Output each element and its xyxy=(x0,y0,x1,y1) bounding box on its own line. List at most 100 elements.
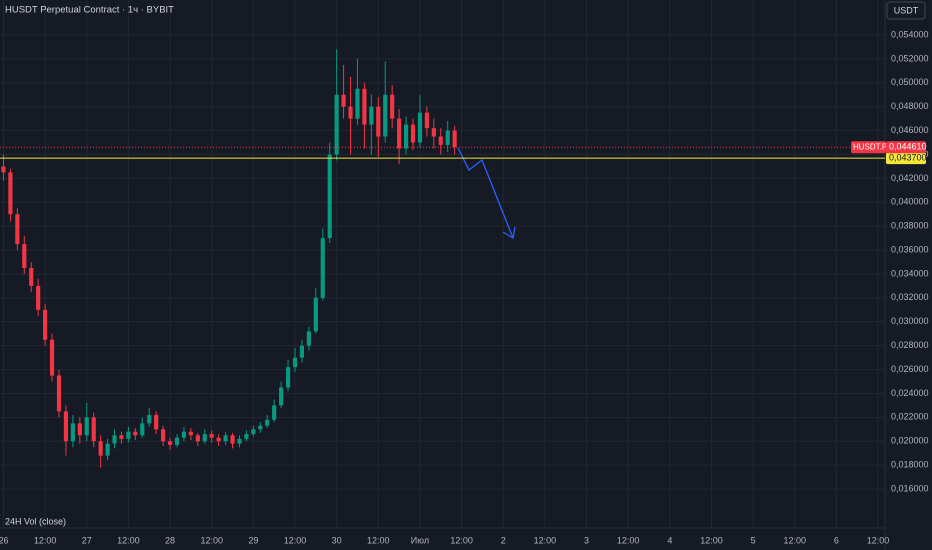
candle-body xyxy=(244,434,249,439)
y-tick-label: 0,026000 xyxy=(891,364,929,374)
candle-body xyxy=(43,309,48,340)
last-price-name: HUSDT.P xyxy=(853,142,887,151)
level-label: 0,043700 xyxy=(889,152,927,162)
candle-body xyxy=(167,441,173,445)
candle-body xyxy=(22,244,27,269)
candle-body xyxy=(174,437,180,445)
y-tick-label: 0,024000 xyxy=(891,388,929,398)
candle-body xyxy=(341,94,346,107)
drawing-arrow xyxy=(457,147,516,240)
candle-body xyxy=(56,375,62,412)
x-tick-label: 12:00 xyxy=(284,535,307,545)
y-tick-label: 0,020000 xyxy=(891,436,929,446)
y-tick-label: 0,036000 xyxy=(891,244,929,254)
candle-body xyxy=(348,106,353,119)
candle-body xyxy=(49,339,55,376)
chart-title: HUSDT Perpetual Contract · 1ч · BYBIT xyxy=(5,5,174,16)
candle-body xyxy=(36,285,41,310)
candle-body xyxy=(320,238,325,298)
x-tick-label: 12:00 xyxy=(783,535,806,545)
candle-body xyxy=(438,136,443,145)
candle-body xyxy=(70,423,75,442)
candle-body xyxy=(223,435,228,442)
candle-body xyxy=(390,94,395,119)
x-tick-label: 30 xyxy=(332,535,342,545)
candle-body xyxy=(258,425,263,430)
x-tick-label: 12:00 xyxy=(117,535,140,545)
candle-body xyxy=(313,297,318,332)
candle-body xyxy=(424,112,429,129)
y-tick-label: 0,046000 xyxy=(891,125,929,135)
x-tick-label: 28 xyxy=(165,535,175,545)
y-tick-label: 0,016000 xyxy=(891,483,929,493)
candle-body xyxy=(403,124,409,149)
candle-body xyxy=(161,429,166,442)
y-tick-label: 0,052000 xyxy=(891,53,929,63)
candle-body xyxy=(445,130,450,145)
candle-body xyxy=(119,435,124,439)
candle-body xyxy=(272,405,277,420)
candle-body xyxy=(279,387,284,406)
x-tick-label: Июл xyxy=(411,535,429,545)
candle-body xyxy=(299,345,305,358)
candle-body xyxy=(237,438,242,444)
y-tick-label: 0,042000 xyxy=(891,173,929,183)
candle-body xyxy=(140,423,145,436)
x-tick-label: 12:00 xyxy=(367,535,390,545)
candle-body xyxy=(195,435,200,442)
y-tick-label: 0,030000 xyxy=(891,316,929,326)
x-tick-label: 4 xyxy=(667,535,672,545)
candle-body xyxy=(181,431,187,438)
candle-body xyxy=(383,94,388,137)
last-price-tag xyxy=(886,141,926,154)
candle-body xyxy=(265,419,270,426)
candle-body xyxy=(285,367,291,388)
candle-body xyxy=(417,112,423,143)
x-tick-label: 12:00 xyxy=(867,535,890,545)
indicator-label: 24H Vol (close) xyxy=(5,516,66,526)
candle-body xyxy=(369,106,374,125)
x-tick-label: 3 xyxy=(584,535,589,545)
candle-body xyxy=(431,128,436,137)
y-tick-label: 0,038000 xyxy=(891,221,929,231)
x-tick-label: 29 xyxy=(248,535,258,545)
candle-body xyxy=(84,417,89,436)
candle-body xyxy=(1,166,6,173)
candle-body xyxy=(216,437,221,442)
y-tick-label: 0,034000 xyxy=(891,268,929,278)
candle-body xyxy=(105,443,110,456)
currency-button[interactable] xyxy=(886,1,926,20)
last-price-label: 0,044610 xyxy=(889,142,927,152)
candle-body xyxy=(133,431,138,436)
candle-body xyxy=(188,431,193,436)
y-tick-label: 0,040000 xyxy=(891,197,929,207)
candle-body xyxy=(15,214,20,245)
x-tick-label: 27 xyxy=(82,535,92,545)
candle-body xyxy=(126,431,131,439)
candle-body xyxy=(410,124,416,143)
y-tick-label: 0,050000 xyxy=(891,77,929,87)
candle-body xyxy=(355,88,360,119)
candle-body xyxy=(362,88,367,125)
x-tick-label: 6 xyxy=(834,535,839,545)
currency-label[interactable]: USDT xyxy=(894,5,919,15)
y-tick-label: 0,022000 xyxy=(891,412,929,422)
candle-body xyxy=(251,429,256,435)
candle-body xyxy=(334,94,339,155)
y-tick-label: 0,028000 xyxy=(891,340,929,350)
last-price-name-tag xyxy=(851,141,886,154)
y-tick-label: 0,054000 xyxy=(891,29,929,39)
candle-body xyxy=(8,172,13,215)
candle-body xyxy=(112,435,117,444)
candle-body xyxy=(29,268,34,286)
candle-body xyxy=(230,435,235,444)
candle-body xyxy=(147,414,152,424)
candle-body xyxy=(91,417,96,442)
y-tick-label: 0,032000 xyxy=(891,292,929,302)
grid xyxy=(0,0,885,528)
candle-body xyxy=(63,411,69,442)
candle-body xyxy=(327,154,332,239)
x-tick-label: 12:00 xyxy=(534,535,557,545)
